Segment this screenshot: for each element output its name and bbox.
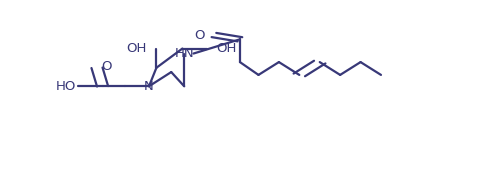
Text: O: O <box>194 28 205 41</box>
Text: O: O <box>102 60 112 73</box>
Text: HN: HN <box>174 47 194 60</box>
Text: OH: OH <box>127 42 147 55</box>
Text: N: N <box>144 80 154 93</box>
Text: OH: OH <box>216 42 236 55</box>
Text: HO: HO <box>56 80 76 93</box>
